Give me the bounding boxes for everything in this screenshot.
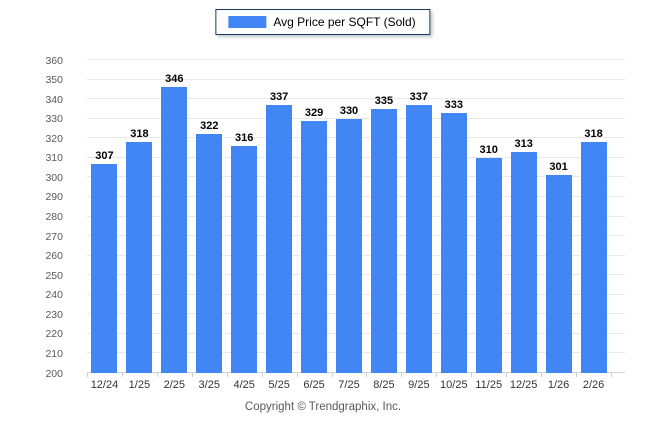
bar-value-label: 346 bbox=[165, 73, 184, 86]
x-axis-tick bbox=[541, 373, 543, 377]
gridline-330 bbox=[87, 117, 625, 119]
x-axis-tick bbox=[366, 373, 368, 377]
bar-2/25: 346 bbox=[161, 73, 188, 373]
bar-12/25: 313 bbox=[510, 138, 537, 373]
x-axis-tick bbox=[471, 373, 473, 377]
bar-value-label: 322 bbox=[200, 120, 219, 133]
bar-1/26: 301 bbox=[545, 161, 572, 373]
bar-value-label: 301 bbox=[549, 161, 568, 174]
bar-value-label: 335 bbox=[374, 94, 394, 107]
bar-6/25: 329 bbox=[301, 107, 328, 373]
y-tick-label-220: 220 bbox=[45, 328, 63, 341]
bar-3/25: 322 bbox=[196, 120, 223, 373]
x-axis-tick bbox=[436, 373, 438, 377]
gridline-350 bbox=[87, 78, 625, 80]
bar-value-label: 310 bbox=[479, 143, 498, 156]
y-tick-label-230: 230 bbox=[45, 308, 63, 321]
bar-value-label: 337 bbox=[269, 91, 289, 103]
x-axis-tick bbox=[576, 373, 578, 377]
bar-5/25: 337 bbox=[266, 91, 293, 373]
bar-2/26: 318 bbox=[580, 128, 607, 373]
bar-value-label: 318 bbox=[130, 128, 149, 141]
x-tick-label-7/25: 7/25 bbox=[338, 379, 360, 391]
x-tick-label-10/25: 10/25 bbox=[440, 379, 468, 391]
bar-11/25: 310 bbox=[475, 144, 502, 373]
y-tick-label-350: 350 bbox=[45, 74, 63, 87]
x-tick-label-12/24: 12/24 bbox=[90, 379, 119, 391]
x-tick-label-9/25: 9/25 bbox=[408, 379, 430, 391]
y-tick-label-320: 320 bbox=[45, 132, 63, 145]
legend-label: Avg Price per SQFT (Sold) bbox=[273, 15, 416, 29]
x-tick-label-12/25: 12/25 bbox=[509, 379, 538, 391]
y-tick-label-290: 290 bbox=[45, 191, 63, 204]
bar-10/25: 333 bbox=[440, 99, 467, 373]
x-tick-label-1/25: 1/25 bbox=[128, 379, 151, 391]
bar-12/24: 307 bbox=[91, 150, 118, 373]
bar-7/25: 330 bbox=[336, 105, 362, 373]
x-axis-tick bbox=[191, 373, 193, 377]
bar-1/25: 318 bbox=[126, 128, 153, 373]
chart-legend: Avg Price per SQFT (Sold) bbox=[215, 9, 431, 35]
x-tick-label-1/26: 1/26 bbox=[547, 379, 570, 391]
y-tick-label-330: 330 bbox=[45, 113, 63, 126]
y-tick-label-340: 340 bbox=[45, 93, 63, 106]
y-tick-label-200: 200 bbox=[45, 367, 63, 380]
x-axis-tick bbox=[506, 373, 508, 377]
x-axis-tick bbox=[331, 373, 333, 377]
x-axis-tick bbox=[401, 373, 403, 377]
y-tick-label-250: 250 bbox=[45, 269, 63, 282]
legend-swatch-icon bbox=[228, 16, 267, 28]
gridline-340 bbox=[87, 98, 625, 100]
bar-value-label: 307 bbox=[95, 149, 114, 162]
x-axis-tick bbox=[156, 373, 158, 377]
y-tick-label-240: 240 bbox=[45, 289, 63, 302]
y-tick-label-270: 270 bbox=[45, 230, 63, 243]
x-axis-tick bbox=[261, 373, 263, 377]
x-axis-tick bbox=[87, 373, 88, 377]
bar-4/25: 316 bbox=[231, 132, 258, 373]
x-tick-label-3/25: 3/25 bbox=[198, 379, 220, 391]
x-axis-tick bbox=[611, 373, 612, 377]
bar-value-label: 330 bbox=[339, 104, 359, 117]
x-tick-label-2/25: 2/25 bbox=[163, 379, 186, 391]
bar-9/25: 337 bbox=[405, 91, 432, 373]
bar-value-label: 333 bbox=[444, 98, 463, 111]
bars-region: 307 12/24 318 1/25 346 2/25 322 3/25 316 4/25 337 5… bbox=[87, 60, 612, 391]
y-tick-label-360: 360 bbox=[45, 54, 63, 67]
x-tick-label-5/25: 5/25 bbox=[268, 379, 290, 391]
bar-value-label: 316 bbox=[235, 132, 254, 145]
bar-value-label: 318 bbox=[584, 128, 603, 141]
x-axis-tick bbox=[226, 373, 228, 377]
x-axis-tick bbox=[296, 373, 298, 377]
bar-value-label: 313 bbox=[514, 137, 533, 150]
x-tick-label-6/25: 6/25 bbox=[303, 379, 325, 391]
plot-area: 200 210 220 230 240 250 260 270 280 290 300 310 320 3… bbox=[45, 55, 625, 391]
x-tick-label-8/25: 8/25 bbox=[373, 379, 395, 391]
y-tick-label-260: 260 bbox=[45, 250, 63, 263]
y-tick-label-210: 210 bbox=[45, 347, 63, 360]
copyright-text: Copyright © Trendgraphix, Inc. bbox=[244, 401, 402, 413]
y-tick-label-310: 310 bbox=[45, 152, 63, 165]
bar-value-label: 337 bbox=[409, 91, 429, 103]
bar-value-label: 329 bbox=[304, 106, 324, 119]
y-tick-label-280: 280 bbox=[45, 211, 63, 223]
x-tick-label-4/25: 4/25 bbox=[233, 379, 255, 391]
bar-8/25: 335 bbox=[370, 95, 397, 373]
y-tick-label-300: 300 bbox=[45, 171, 63, 184]
gridline-360 bbox=[87, 59, 625, 60]
x-tick-label-11/25: 11/25 bbox=[475, 379, 503, 391]
x-axis-tick bbox=[121, 373, 123, 377]
x-tick-label-2/26: 2/26 bbox=[582, 379, 605, 391]
